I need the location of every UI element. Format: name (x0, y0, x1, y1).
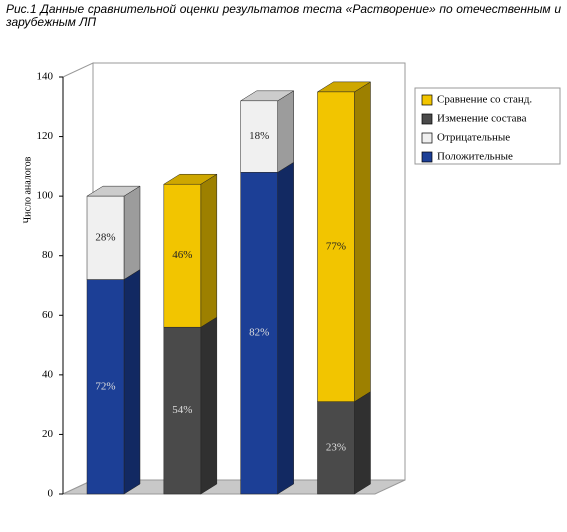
bar (86, 195, 125, 280)
data-label: 18% (249, 130, 269, 142)
y-tick-label: 40 (42, 368, 54, 380)
data-label: 46% (172, 249, 192, 261)
bar (163, 326, 202, 495)
y-tick-label: 120 (37, 130, 54, 142)
bar (86, 279, 125, 495)
data-label: 77% (326, 240, 346, 252)
bar-side (354, 391, 371, 495)
legend-swatch (421, 113, 433, 125)
bar (163, 183, 202, 328)
legend-swatch (421, 94, 433, 106)
bar (317, 401, 355, 495)
bar-side (277, 90, 294, 173)
data-label: 54% (172, 404, 192, 416)
y-tick-label: 0 (48, 488, 54, 500)
bar (240, 172, 278, 495)
y-tick-label: 60 (42, 309, 54, 321)
data-label: 23% (326, 441, 346, 453)
bar-side (200, 316, 218, 495)
bar-side (123, 269, 141, 495)
bar-side (277, 161, 294, 495)
bar (240, 100, 278, 173)
legend-label: Отрицательные (437, 132, 510, 144)
legend-swatch (421, 151, 433, 163)
data-label: 82% (249, 327, 269, 339)
y-tick-label: 100 (37, 190, 54, 202)
legend-box (414, 87, 561, 165)
legend-swatch (421, 132, 433, 144)
data-label: 28% (95, 231, 115, 243)
legend-label: Изменение состава (437, 113, 527, 125)
bar-side (123, 185, 141, 280)
bar-side (354, 81, 371, 403)
y-tick-label: 140 (37, 71, 54, 83)
chart-title: Рис.1 Данные сравнительной оценки резуль… (6, 2, 561, 29)
bar (317, 91, 355, 402)
legend-label: Положительные (437, 151, 513, 163)
data-label: 72% (95, 380, 115, 392)
bar-side (200, 173, 218, 328)
y-axis-label: Число аналогов (22, 156, 33, 223)
legend-label: Сравнение со станд. (437, 94, 532, 106)
y-tick-label: 80 (42, 249, 54, 261)
y-tick-label: 20 (42, 428, 54, 440)
